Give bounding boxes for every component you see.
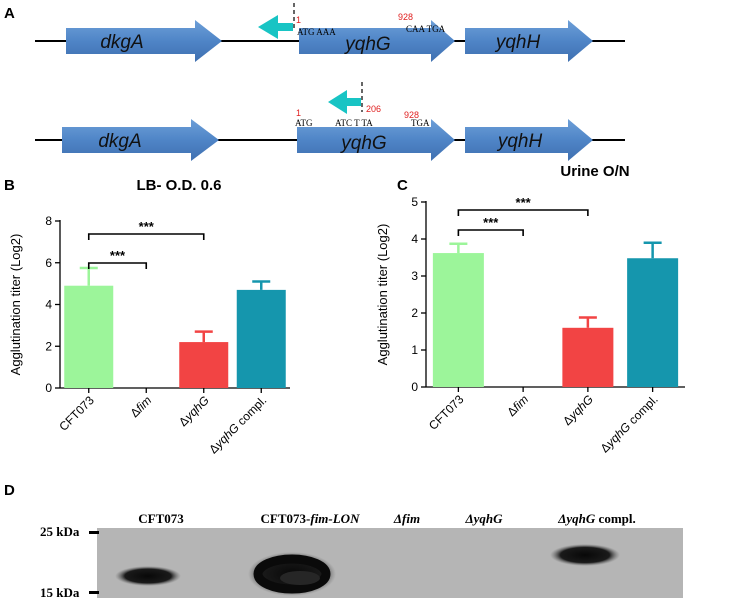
y-tick-label: 4	[45, 298, 52, 312]
panel-c-label: C	[397, 177, 408, 194]
gene-map-row2: dkgA yqhG yqhH 1 ATG 206 ATC T TA 928 TG…	[35, 82, 625, 161]
site-number-row2-mid: 206	[366, 104, 381, 114]
x-tick-label: ΔyqhG	[176, 393, 212, 429]
seq-row2-mid: ATC T TA	[335, 118, 373, 128]
gene-label-yqhh-row1: yqhH	[494, 32, 541, 53]
band-cft073-fim-lon-core	[280, 571, 320, 585]
panel-d-label: D	[4, 482, 15, 499]
band-yqhg-compl	[550, 544, 620, 566]
y-tick-label: 2	[411, 306, 418, 320]
lane-label-yqhg-compl: ΔyqhG compl.	[557, 511, 636, 526]
cyan-arrow-row2	[328, 90, 361, 114]
western-blot	[97, 528, 683, 598]
y-axis-label: Agglutination titer (Log2)	[375, 224, 390, 366]
seq-row1-start: ATG AAA	[297, 27, 336, 37]
gene-arrow-dkga-row1	[66, 20, 222, 62]
bar	[432, 253, 484, 387]
significance-bracket	[87, 262, 148, 269]
x-tick-label: Δfim	[127, 393, 154, 420]
marker-25kda-tick	[89, 531, 99, 534]
site-number-row1-end: 928	[398, 12, 413, 22]
gene-label-yqhg-row2: yqhG	[339, 133, 386, 154]
y-tick-label: 6	[45, 256, 52, 270]
band-cft073	[115, 566, 181, 586]
significance-bracket	[87, 233, 205, 240]
significance-label: ***	[139, 219, 155, 234]
y-tick-label: 4	[411, 232, 418, 246]
x-tick-label: ΔyqhG compl.	[206, 393, 269, 456]
gene-label-yqhg-row1: yqhG	[343, 34, 390, 55]
significance-label: ***	[516, 195, 532, 210]
lane-label-cft073: CFT073	[138, 511, 184, 526]
y-tick-label: 3	[411, 269, 418, 283]
y-tick-label: 0	[45, 381, 52, 395]
site-number-row1-start: 1	[296, 15, 301, 25]
lane-label-fim: Δfim	[393, 511, 420, 526]
bar	[64, 285, 114, 388]
bar	[236, 289, 286, 388]
gene-map-row1: dkgA yqhG yqhH 1 ATG AAA 928 CAA TGA	[35, 3, 625, 62]
seq-row2-start: ATG	[295, 118, 313, 128]
gene-label-dkga-row2: dkgA	[98, 131, 141, 152]
y-tick-label: 5	[411, 195, 418, 209]
significance-label: ***	[483, 215, 499, 230]
lane-label-cft073-fim-lon: CFT073-fim-LON	[261, 511, 361, 526]
gene-arrow-yqhg-row1	[299, 20, 455, 62]
bar	[179, 342, 229, 388]
marker-labels: 25 kDa 15 kDa	[40, 524, 99, 600]
bar	[562, 327, 614, 387]
marker-15kda: 15 kDa	[40, 585, 80, 600]
gene-label-dkga-row1: dkgA	[100, 32, 143, 53]
marker-15kda-tick	[89, 591, 99, 594]
chart-title: Urine O/N	[560, 163, 629, 180]
y-axis-label: Agglutination titer (Log2)	[8, 234, 23, 376]
gene-arrow-yqhg-row2	[297, 119, 455, 161]
x-tick-label: ΔyqhG compl.	[598, 392, 661, 455]
gene-label-yqhh-row2: yqhH	[496, 131, 543, 152]
gene-arrow-yqhh-row1	[465, 20, 593, 62]
panel-b-label: B	[4, 177, 15, 194]
y-tick-label: 2	[45, 339, 52, 353]
site-number-row2-end: 928	[404, 110, 419, 120]
significance-label: ***	[110, 248, 126, 263]
chart-title: LB- O.D. 0.6	[136, 177, 221, 194]
band-cft073-fim-lon	[253, 554, 331, 594]
y-tick-label: 0	[411, 380, 418, 394]
gene-arrow-dkga-row2	[62, 119, 219, 161]
chart-b: LB- O.D. 0.6 Agglutination titer (Log2) 0 2…	[8, 177, 290, 456]
seq-row1-end: CAA TGA	[406, 24, 446, 34]
cyan-arrow-row1	[258, 15, 293, 39]
significance-bracket	[457, 229, 524, 236]
lane-labels: CFT073 CFT073-fim-LON Δfim ΔyqhG ΔyqhG c…	[138, 511, 636, 526]
chart-c: Urine O/N Agglutination titer (Log2) 0 1 2 3 4…	[375, 163, 685, 455]
x-tick-label: CFT073	[56, 393, 97, 434]
y-tick-label: 8	[45, 214, 52, 228]
seq-row2-end: TGA	[411, 118, 430, 128]
panel-a-label: A	[4, 5, 15, 22]
gene-arrow-yqhh-row2	[465, 119, 593, 161]
x-tick-label: Δfim	[504, 392, 531, 419]
x-tick-label: ΔyqhG	[560, 392, 596, 428]
site-number-row2-start: 1	[296, 108, 301, 118]
significance-bracket	[457, 209, 589, 216]
lane-label-yqhg: ΔyqhG	[464, 511, 503, 526]
x-tick-label: CFT073	[426, 392, 467, 433]
y-tick-label: 1	[411, 343, 418, 357]
bar	[627, 258, 679, 387]
marker-25kda: 25 kDa	[40, 524, 80, 539]
